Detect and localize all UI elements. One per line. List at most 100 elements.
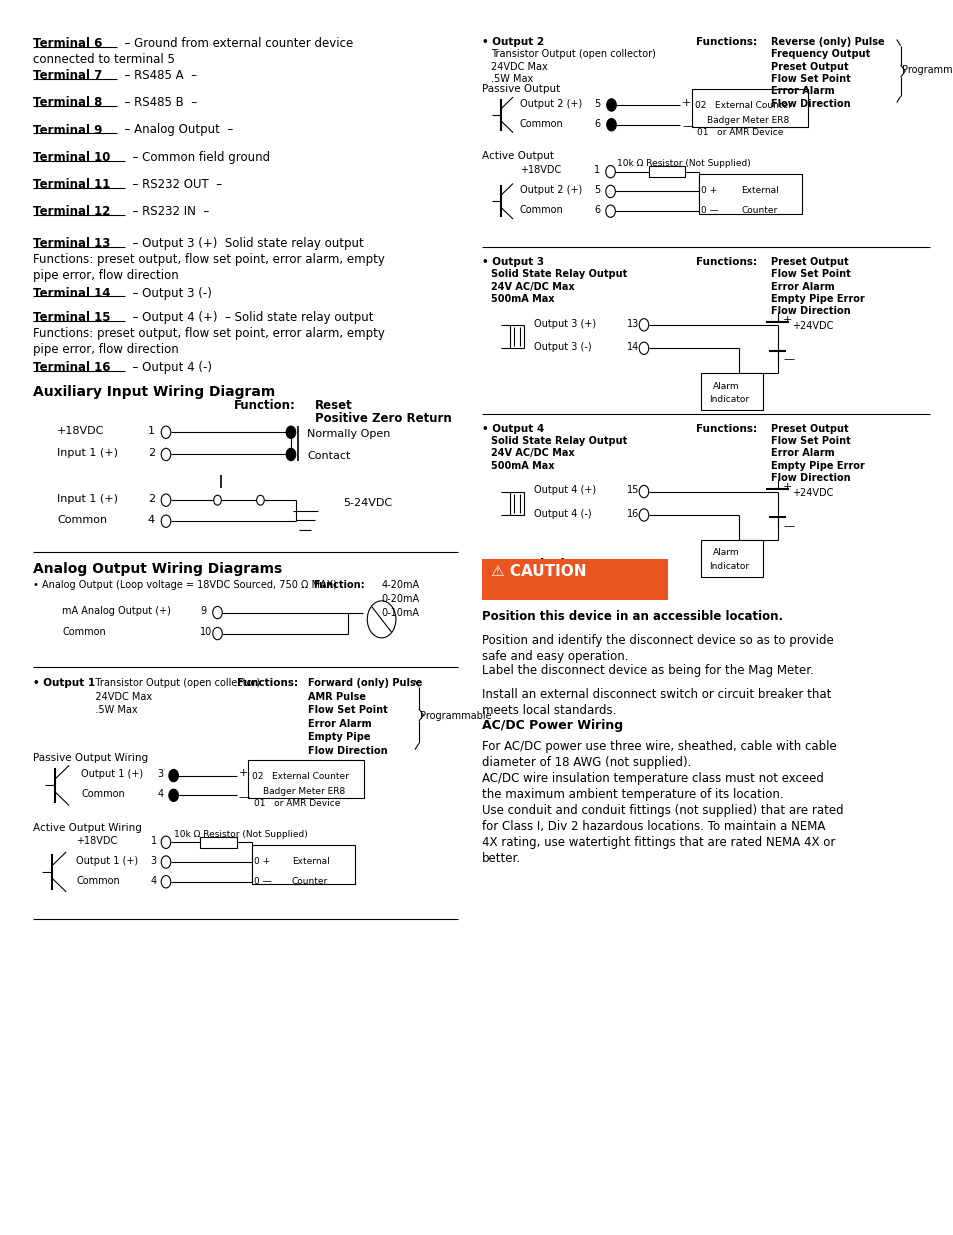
Text: External: External [292,857,330,866]
Text: Forward (only) Pulse: Forward (only) Pulse [308,678,422,688]
Text: Flow Set Point: Flow Set Point [770,269,850,279]
Text: —: — [238,792,250,802]
Text: – Output 3 (-): – Output 3 (-) [125,287,212,300]
Text: 10k Ω Resistor (Not Supplied): 10k Ω Resistor (Not Supplied) [617,159,750,168]
Text: Positive Zero Return: Positive Zero Return [314,412,451,426]
Text: Install an external disconnect switch or circuit breaker that: Install an external disconnect switch or… [481,688,830,701]
Text: Flow Direction: Flow Direction [770,99,849,109]
Circle shape [161,856,171,868]
Text: 1: 1 [151,836,156,846]
Text: —: — [782,521,794,531]
Circle shape [606,99,616,111]
Text: +: + [238,768,248,778]
Text: – RS485 A  –: – RS485 A – [117,69,197,83]
Text: Error Alarm: Error Alarm [770,448,834,458]
Text: Preset Output: Preset Output [770,62,847,72]
Circle shape [639,319,648,331]
Text: 16: 16 [626,509,639,519]
Circle shape [161,448,171,461]
Text: Analog Output Wiring Diagrams: Analog Output Wiring Diagrams [33,562,282,576]
Text: the maximum ambient temperature of its location.: the maximum ambient temperature of its l… [481,788,782,802]
Text: – Output 4 (-): – Output 4 (-) [125,361,212,374]
Text: Indicator: Indicator [708,395,748,404]
Text: Terminal 7: Terminal 7 [33,69,103,83]
Text: Position this device in an accessible location.: Position this device in an accessible lo… [481,610,782,624]
Text: Badger Meter ER8: Badger Meter ER8 [263,787,345,795]
Text: ⚠ CAUTION: ⚠ CAUTION [491,564,586,579]
Text: Common: Common [62,627,106,637]
Text: Position and identify the disconnect device so as to provide: Position and identify the disconnect dev… [481,634,833,647]
Text: 0 —: 0 — [700,206,718,215]
Text: Programmable: Programmable [901,65,953,75]
Text: Passive Output Wiring: Passive Output Wiring [33,753,149,763]
Text: safe and easy operation.: safe and easy operation. [481,650,628,663]
Text: Flow Direction: Flow Direction [770,473,849,483]
Text: 24VDC Max: 24VDC Max [86,692,152,701]
Text: Output 4 (-): Output 4 (-) [534,509,591,519]
Text: Preset Output: Preset Output [770,257,847,267]
Text: • Output 3: • Output 3 [481,257,543,267]
Circle shape [639,342,648,354]
Text: Passive Output: Passive Output [481,84,559,94]
Text: 0 +: 0 + [253,857,270,866]
Bar [691,89,807,127]
Text: Input 1 (+): Input 1 (+) [57,494,118,504]
Text: Error Alarm: Error Alarm [770,282,834,291]
Text: 5: 5 [594,185,600,195]
Text: better.: better. [481,852,520,866]
Circle shape [639,509,648,521]
Text: pipe error, flow direction: pipe error, flow direction [33,269,179,283]
Text: Function:: Function: [233,399,295,412]
Text: Output 4 (+): Output 4 (+) [534,485,596,495]
Text: Output 3 (+): Output 3 (+) [534,319,596,329]
Text: Terminal 12: Terminal 12 [33,205,111,219]
Text: External Disconnect: External Disconnect [481,558,631,572]
Text: Empty Pipe Error: Empty Pipe Error [770,294,863,304]
Text: pipe error, flow direction: pipe error, flow direction [33,343,179,357]
Text: AC/DC Power Wiring: AC/DC Power Wiring [481,719,622,732]
Text: Frequency Output: Frequency Output [770,49,869,59]
Text: +: + [782,482,792,492]
Text: +: + [782,315,792,325]
Circle shape [161,515,171,527]
Text: – RS232 OUT  –: – RS232 OUT – [125,178,222,191]
Text: Counter: Counter [292,877,328,885]
Text: Alarm: Alarm [712,382,739,390]
Text: 4X rating, use watertight fittings that are rated NEMA 4X or: 4X rating, use watertight fittings that … [481,836,834,850]
Text: 4: 4 [148,515,154,525]
Circle shape [256,495,264,505]
Circle shape [213,627,222,640]
Text: Terminal 8: Terminal 8 [33,96,103,110]
Circle shape [213,495,221,505]
Text: 15: 15 [626,485,639,495]
Text: Common: Common [519,205,563,215]
Text: Alarm: Alarm [712,548,739,557]
Text: 24VDC Max: 24VDC Max [491,62,547,72]
Text: 02   External Counter: 02 External Counter [695,101,792,110]
Text: Empty Pipe Error: Empty Pipe Error [770,461,863,471]
Bar [699,174,801,214]
Text: connected to terminal 5: connected to terminal 5 [33,53,175,67]
Circle shape [605,165,615,178]
Text: 24V AC/DC Max: 24V AC/DC Max [491,282,575,291]
Text: +: + [681,98,691,107]
Text: • Output 4: • Output 4 [481,424,543,433]
Circle shape [286,426,295,438]
Text: For AC/DC power use three wire, sheathed, cable with cable: For AC/DC power use three wire, sheathed… [481,740,836,753]
Text: Auxiliary Input Wiring Diagram: Auxiliary Input Wiring Diagram [33,385,275,399]
Text: 24V AC/DC Max: 24V AC/DC Max [491,448,575,458]
Text: +24VDC: +24VDC [791,321,832,331]
Text: Reset: Reset [314,399,353,412]
Text: Solid State Relay Output: Solid State Relay Output [491,269,627,279]
Text: for Class I, Div 2 hazardous locations. To maintain a NEMA: for Class I, Div 2 hazardous locations. … [481,820,824,834]
Text: 4-20mA: 4-20mA [381,580,419,590]
Text: +18VDC: +18VDC [519,165,560,175]
Text: Flow Direction: Flow Direction [308,746,387,756]
Text: Output 3 (-): Output 3 (-) [534,342,591,352]
Text: Flow Direction: Flow Direction [770,306,849,316]
Text: Active Output Wiring: Active Output Wiring [33,823,142,832]
Text: Function:: Function: [313,580,364,590]
Text: Normally Open: Normally Open [307,429,390,438]
Text: 02   External Counter: 02 External Counter [252,772,349,781]
Text: 01   or AMR Device: 01 or AMR Device [253,799,340,808]
